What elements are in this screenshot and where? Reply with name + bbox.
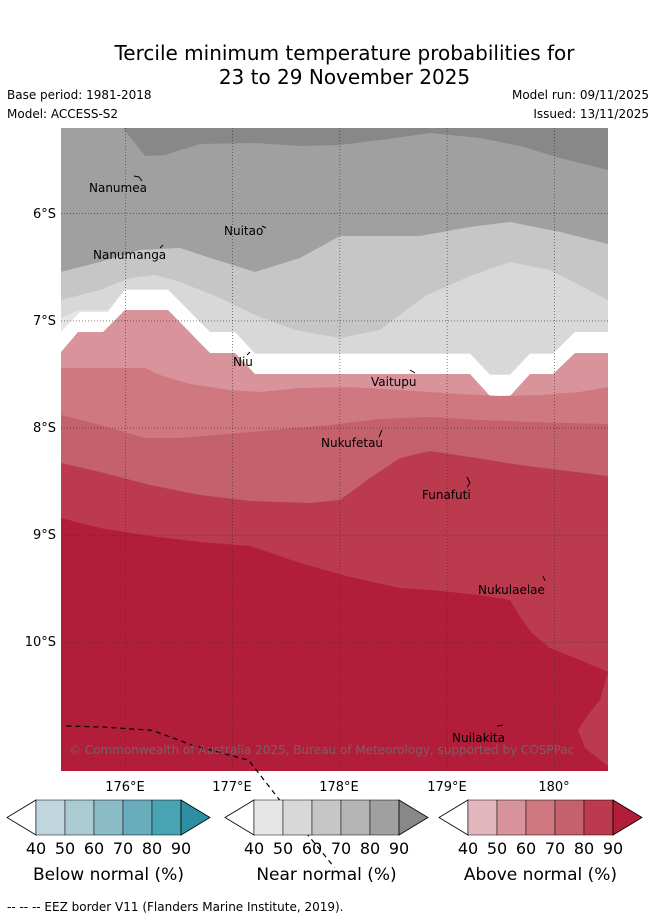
colorbar-above: 40 50 60 70 80 90 Above normal (%): [438, 799, 643, 885]
colorbars: 40 50 60 70 80 90 Below normal (%) 40 50 60 70 80 90…: [6, 799, 643, 885]
place-label-nukulaelae: Nukulaelae: [478, 583, 545, 597]
eez-footer-note: -- -- -- EEZ border V11 (Flanders Marine…: [7, 900, 344, 914]
above-normal-90-region: [61, 518, 608, 771]
colorbar-tick-label: 40: [26, 839, 46, 858]
colorbar-extend-low: [438, 799, 469, 836]
base-period: Base period: 1981-2018: [7, 88, 152, 102]
island-shape: [409, 369, 416, 374]
x-tick-label: 179°E: [427, 780, 467, 795]
colorbar-cell: [93, 799, 124, 836]
colorbar-cell: [467, 799, 498, 836]
place-label-nanumanga: Nanumanga: [93, 248, 166, 262]
model-name: Model: ACCESS-S2: [7, 107, 119, 121]
colorbar-tick-label: 40: [458, 839, 478, 858]
island-shape: [261, 225, 267, 229]
colorbar-extend-high: [180, 799, 211, 836]
place-label-vaitupu: Vaitupu: [371, 375, 417, 389]
colorbar-tick-label: 60: [84, 839, 104, 858]
colorbar-tick-label: 90: [603, 839, 623, 858]
island-shape: [542, 575, 546, 582]
chart-title-line2: 23 to 29 November 2025: [218, 65, 471, 89]
colorbar-tick-label: 50: [55, 839, 75, 858]
island-shape: [246, 351, 251, 356]
x-tick-label: 180°: [538, 780, 569, 795]
place-label-nuilakita: Nuilakita: [452, 731, 505, 745]
colorbar-cell: [253, 799, 284, 836]
colorbar-cell: [525, 799, 556, 836]
colorbar-tick-label: 80: [142, 839, 162, 858]
model-run: Model run: 09/11/2025: [511, 88, 649, 102]
island-shape: [466, 476, 471, 488]
colorbar-cell: [282, 799, 313, 836]
colorbar-cell: [340, 799, 371, 836]
colorbar-tick-label: 70: [545, 839, 565, 858]
colorbar-tick-label: 90: [171, 839, 191, 858]
chart-title-line1: Tercile minimum temperature probabilitie…: [114, 41, 575, 65]
copyright-notice: © Commonwealth of Australia 2025, Bureau…: [69, 743, 574, 757]
eez-border-line: [66, 725, 335, 868]
colorbar-cell: [122, 799, 153, 836]
colorbar-tick-label: 40: [244, 839, 264, 858]
colorbar-tick-label: 70: [331, 839, 351, 858]
colorbar-tick-label: 60: [516, 839, 536, 858]
x-tick-label: 176°E: [105, 780, 145, 795]
colorbar-below: 40 50 60 70 80 90 Below normal (%): [6, 799, 211, 885]
colorbar-near: 40 50 60 70 80 90 Near normal (%): [224, 799, 429, 885]
map-grid: [61, 128, 608, 771]
colorbar-cell: [35, 799, 66, 836]
colorbar-cell: [369, 799, 400, 836]
issued-date: Issued: 13/11/2025: [533, 107, 649, 121]
colorbar-tick-label: 80: [574, 839, 594, 858]
y-tick-label: 9°S: [33, 528, 56, 543]
colorbar-extend-high: [612, 799, 643, 836]
colorbar-tick-label: 90: [389, 839, 409, 858]
place-label-niu: Niu: [233, 355, 253, 369]
colorbar-title: Below normal (%): [33, 865, 184, 885]
island-shape: [133, 175, 143, 182]
colorbar-cell: [151, 799, 182, 836]
colorbar-cell: [583, 799, 614, 836]
colorbar-extend-high: [398, 799, 429, 836]
colorbar-cell: [496, 799, 527, 836]
island-shapes: [133, 175, 546, 727]
above-normal-80-patch: [578, 672, 608, 766]
y-tick-label: 7°S: [33, 314, 56, 329]
colorbar-tick-label: 50: [273, 839, 293, 858]
place-label-nukufetau: Nukufetau: [321, 436, 383, 450]
island-shape: [378, 429, 383, 438]
colorbar-tick-label: 80: [360, 839, 380, 858]
colorbar-cell: [554, 799, 585, 836]
island-shape: [496, 724, 504, 727]
place-label-nanumea: Nanumea: [89, 181, 147, 195]
colorbar-extend-low: [6, 799, 37, 836]
probability-fill-layers: [61, 128, 608, 771]
x-tick-label: 177°E: [212, 780, 252, 795]
y-tick-label: 8°S: [33, 421, 56, 436]
colorbar-title: Near normal (%): [256, 865, 396, 885]
place-label-funafuti: Funafuti: [422, 488, 471, 502]
x-tick-label: 178°E: [319, 780, 359, 795]
place-label-nuitao: Nuitao: [224, 224, 263, 238]
island-shape: [159, 244, 164, 249]
colorbar-cell: [64, 799, 95, 836]
colorbar-tick-label: 70: [113, 839, 133, 858]
colorbar-tick-label: 60: [302, 839, 322, 858]
y-tick-label: 6°S: [33, 207, 56, 222]
colorbar-cell: [311, 799, 342, 836]
y-tick-label: 10°S: [25, 635, 56, 650]
colorbar-extend-low: [224, 799, 255, 836]
colorbar-tick-label: 50: [487, 839, 507, 858]
colorbar-title: Above normal (%): [464, 865, 617, 885]
